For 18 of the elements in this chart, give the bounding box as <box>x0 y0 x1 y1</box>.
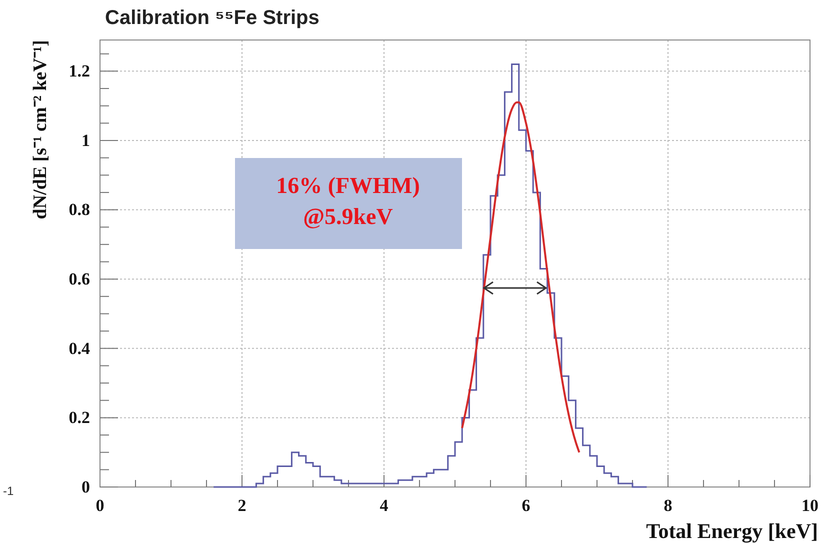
annotation: 16% (FWHM) @5.9keV <box>276 173 420 229</box>
y-tick-label: 0.8 <box>68 200 90 220</box>
x-tick-label: 6 <box>522 496 530 516</box>
text: -1 <box>3 484 14 498</box>
y-tick-label: 0.4 <box>68 338 90 358</box>
x-axis-title: Total Energy [keV] <box>646 519 818 543</box>
x-tick-label: 2 <box>238 496 246 516</box>
x-tick-label: 10 <box>802 496 818 516</box>
y-tick-label: 0.6 <box>68 270 90 289</box>
x-tick-label: 0 <box>96 496 104 516</box>
y-tick-label: 0.2 <box>68 408 90 428</box>
y-tick-label: 1.2 <box>68 62 90 81</box>
y-tick-label: 0 <box>82 477 90 496</box>
y-tick-label: 1 <box>82 130 90 150</box>
y-axis-title: dN/dE [s⁻¹ cm⁻² keV⁻¹] <box>30 40 51 220</box>
x-tick-label: 8 <box>664 496 672 516</box>
chart-title: Calibration ⁵⁵Fe Strips <box>105 7 320 29</box>
x-tick-label: 4 <box>380 496 389 516</box>
